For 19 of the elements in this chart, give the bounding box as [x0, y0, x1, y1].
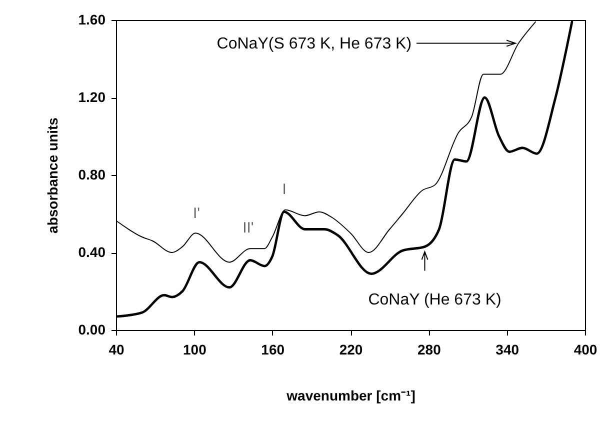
x-tick-label: 400 — [574, 342, 598, 358]
y-tick-label: 0.40 — [78, 244, 106, 260]
x-tick-label: 160 — [261, 342, 285, 358]
y-tick-label: 0.00 — [78, 322, 106, 338]
y-tick-label: 1.20 — [78, 89, 106, 105]
x-tick-label: 280 — [417, 342, 442, 358]
y-tick-label: 0.80 — [78, 166, 106, 182]
annotation: I' — [192, 205, 200, 222]
x-tick-label: 220 — [339, 342, 363, 358]
y-axis-title: absorbance units — [44, 117, 60, 234]
x-tick-label: 100 — [182, 342, 207, 358]
x-tick-label: 40 — [108, 342, 124, 358]
x-tick-label: 340 — [496, 342, 520, 358]
annotation: I — [282, 180, 286, 198]
annotation: CoNaY(S 673 K, He 673 K) — [216, 35, 412, 52]
annotation: CoNaY (He 673 K) — [368, 292, 502, 309]
x-axis-title: wavenumber [cm⁻¹] — [286, 388, 416, 404]
y-tick-label: 1.60 — [78, 12, 106, 28]
annotation: II' — [242, 220, 254, 237]
